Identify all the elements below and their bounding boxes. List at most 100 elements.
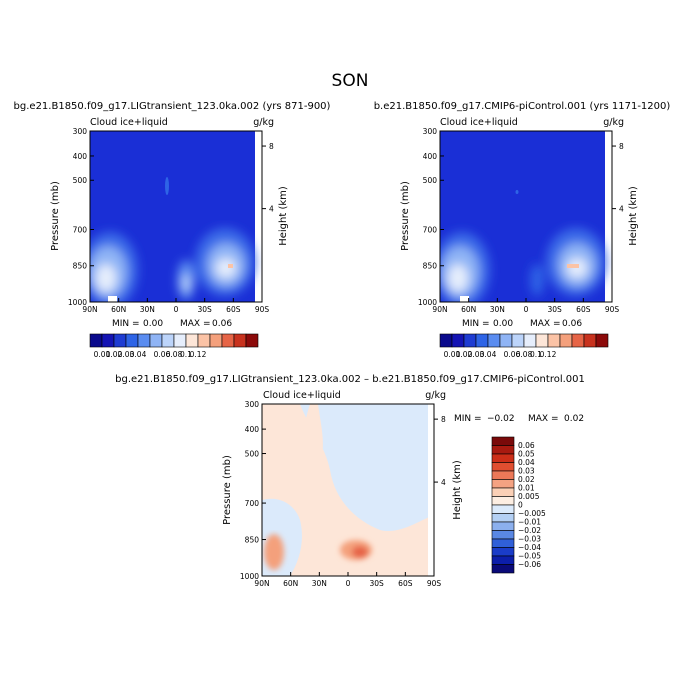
panel-picontrol-xtick-label: 60N <box>461 305 476 314</box>
panel-difference-max-value: 0.02 <box>564 414 584 424</box>
panel-difference-ylabel-right: Height (km) <box>452 460 463 520</box>
panel-difference-colorbar-swatch <box>491 436 515 446</box>
panel-picontrol-colorbar-swatch <box>487 333 501 348</box>
panel-lig-colorbar-swatch <box>197 333 211 348</box>
panel-lig-colorbar-swatch <box>245 333 259 348</box>
panel-picontrol-colorbar-swatch <box>463 333 477 348</box>
panel-picontrol-xtick-label: 90N <box>432 305 447 314</box>
panel-lig-colorbar-label: 0.08 <box>166 350 183 359</box>
panel-lig-colorbar-swatch <box>89 333 103 348</box>
panel-picontrol-max-value: 0.06 <box>562 319 582 329</box>
panel-lig-colorbar-swatch <box>125 333 139 348</box>
panel-difference-min-value: −0.02 <box>487 414 515 424</box>
panel-difference-ytick-label: 300 <box>245 400 260 409</box>
panel-lig: bg.e21.B1850.f09_g17.LIGtransient_123.0k… <box>14 101 331 359</box>
panel-difference-xtick-label: 30N <box>312 579 327 588</box>
panel-lig-colorbar-label: 0.01 <box>94 350 111 359</box>
panel-lig-units: g/kg <box>253 117 274 128</box>
panel-difference-colorbar-swatch <box>491 462 515 472</box>
panel-difference-colorbar-swatch <box>491 555 515 565</box>
panel-difference-colorbar-swatch <box>491 496 515 506</box>
panel-difference-colorbar-label: −0.05 <box>518 552 541 561</box>
panel-lig-xtick-label: 90N <box>82 305 97 314</box>
panel-difference-colorbar-swatch <box>491 513 515 523</box>
panel-difference-xtick-label: 30S <box>370 579 385 588</box>
panel-difference-xtick-label: 90N <box>254 579 269 588</box>
panel-difference-colorbar-swatch <box>491 521 515 531</box>
panel-difference-colorbar-label: 0.04 <box>518 458 535 467</box>
panel-lig-min-value: 0.00 <box>143 319 163 329</box>
panel-difference-max-label: MAX = <box>528 414 559 424</box>
panel-lig-xtick-label: 90S <box>255 305 270 314</box>
panel-difference-colorbar-label: 0.05 <box>518 450 535 459</box>
panel-difference-ytick-label: 500 <box>245 450 260 459</box>
panel-difference-ytick-label: 1000 <box>240 572 259 581</box>
panel-difference-colorbar-label: 0.02 <box>518 475 535 484</box>
panel-difference-colorbar-label: 0 <box>518 501 523 510</box>
panel-difference-colorbar: 0.060.050.040.030.020.010.0050−0.005−0.0… <box>491 436 546 574</box>
panel-difference-xtick-label: 60S <box>398 579 413 588</box>
panel-lig-ytick-label: 850 <box>73 262 88 271</box>
panel-difference-ytick-label: 400 <box>245 425 260 434</box>
panel-difference-colorbar-label: −0.02 <box>518 526 541 535</box>
panel-lig-colorbar-label: 0.12 <box>190 350 207 359</box>
panel-picontrol-colorbar-swatch <box>559 333 573 348</box>
panel-picontrol-ytick-right-label: 4 <box>619 205 624 214</box>
panel-difference-ylabel: Pressure (mb) <box>222 455 233 525</box>
panel-difference-colorbar-swatch <box>491 547 515 557</box>
panel-difference-title: bg.e21.B1850.f09_g17.LIGtransient_123.0k… <box>115 374 585 385</box>
panel-lig-colorbar-swatch <box>173 333 187 348</box>
panel-picontrol-colorbar-label: 0.1 <box>530 350 542 359</box>
panel-difference-xtick-label: 0 <box>346 579 351 588</box>
panel-lig-colorbar-label: 0.02 <box>106 350 123 359</box>
panel-difference-colorbar-label: −0.04 <box>518 543 541 552</box>
panel-lig-colorbar-label: 0.1 <box>180 350 192 359</box>
panel-picontrol-title: b.e21.B1850.f09_g17.CMIP6-piControl.001 … <box>374 101 671 112</box>
panel-difference-colorbar-label: 0.06 <box>518 441 535 450</box>
season-title: SON <box>332 71 369 91</box>
panel-difference-colorbar-label: 0.01 <box>518 484 535 493</box>
panel-lig-colorbar-label: 0.03 <box>118 350 135 359</box>
panel-lig-max-label: MAX = <box>180 319 211 329</box>
panel-lig-ylabel: Pressure (mb) <box>50 181 61 251</box>
panel-picontrol-ytick-label: 700 <box>423 225 438 234</box>
panel-difference-ytick-label: 850 <box>245 536 260 545</box>
panel-picontrol-ytick-right-label: 8 <box>619 142 624 151</box>
panel-difference: bg.e21.B1850.f09_g17.LIGtransient_123.0k… <box>115 374 585 588</box>
panel-lig-field <box>90 131 262 302</box>
panel-picontrol-colorbar-label: 0.08 <box>516 350 533 359</box>
panel-difference-colorbar-swatch <box>491 504 515 514</box>
panel-picontrol-xtick-label: 30S <box>548 305 563 314</box>
panel-lig-ytick-label: 500 <box>73 176 88 185</box>
panel-picontrol-colorbar-swatch <box>583 333 597 348</box>
panel-picontrol-colorbar-label: 0.03 <box>468 350 485 359</box>
panel-picontrol-ytick-label: 850 <box>423 262 438 271</box>
panel-difference-colorbar-swatch <box>491 564 515 574</box>
panel-difference-colorbar-label: −0.03 <box>518 535 541 544</box>
panel-picontrol-colorbar-swatch <box>439 333 453 348</box>
panel-lig-colorbar-swatch <box>113 333 127 348</box>
panel-lig-colorbar-label: 0.06 <box>154 350 171 359</box>
panel-picontrol-colorbar-swatch <box>547 333 561 348</box>
panel-difference-xtick-label: 90S <box>427 579 442 588</box>
panel-picontrol-colorbar-swatch <box>595 333 609 348</box>
panel-picontrol-colorbar-swatch <box>451 333 465 348</box>
panel-picontrol-xtick-label: 0 <box>524 305 529 314</box>
panel-lig-ytick-right-label: 4 <box>269 205 274 214</box>
panel-difference-ytick-right-label: 4 <box>441 478 446 487</box>
panel-picontrol-min-value: 0.00 <box>493 319 513 329</box>
panel-picontrol-ylabel-right: Height (km) <box>628 186 639 246</box>
panel-difference-xtick-label: 60N <box>283 579 298 588</box>
panel-picontrol-xtick-label: 60S <box>576 305 591 314</box>
panel-picontrol-colorbar-label: 0.02 <box>456 350 473 359</box>
panel-picontrol-colorbar-label: 0.12 <box>540 350 557 359</box>
panel-picontrol: b.e21.B1850.f09_g17.CMIP6-piControl.001 … <box>374 101 671 359</box>
panel-picontrol-variable: Cloud ice+liquid <box>440 117 518 128</box>
panel-picontrol-ytick-label: 1000 <box>418 298 437 307</box>
panel-lig-ytick-label: 300 <box>73 127 88 136</box>
panel-picontrol-ytick-label: 400 <box>423 152 438 161</box>
panel-picontrol-ytick-label: 300 <box>423 127 438 136</box>
panel-picontrol-ylabel: Pressure (mb) <box>400 181 411 251</box>
panel-picontrol-colorbar-label: 0.04 <box>480 350 497 359</box>
